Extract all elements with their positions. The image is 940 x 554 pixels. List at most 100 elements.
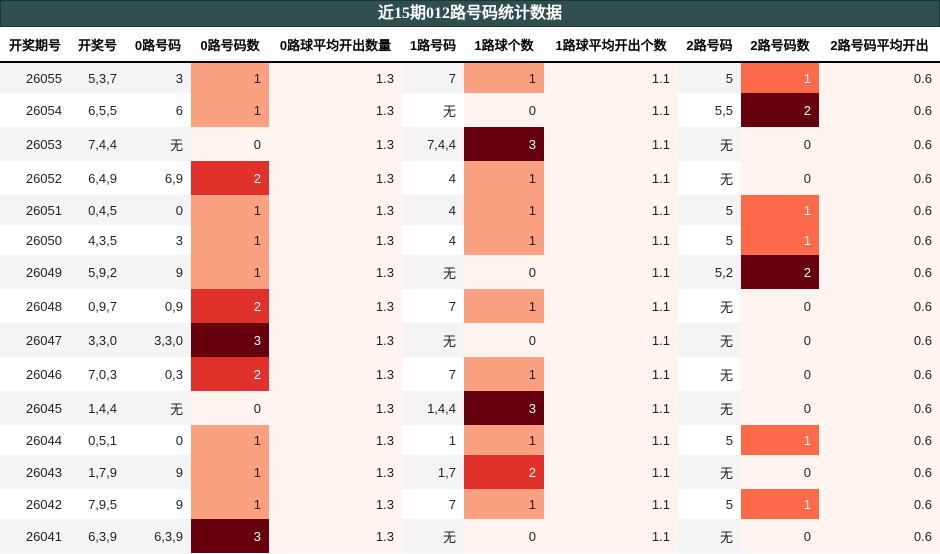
cell-r1-count: 0 bbox=[464, 255, 544, 289]
table-row: 26045 1,4,4 无 0 1.3 1,4,4 3 1.1 无 0 0.6 bbox=[0, 391, 940, 425]
cell-r0-count: 1 bbox=[191, 255, 269, 289]
cell-r1-count: 1 bbox=[464, 225, 544, 255]
cell-r1-avg: 1.1 bbox=[544, 161, 678, 195]
cell-r0-count: 1 bbox=[191, 62, 269, 93]
col-header-r2[interactable]: 2路号码 bbox=[678, 27, 741, 63]
cell-r0-count: 3 bbox=[191, 519, 269, 553]
col-header-r2-count[interactable]: 2路号码数 bbox=[741, 27, 819, 63]
cell-issue: 26045 bbox=[0, 391, 70, 425]
cell-r2-avg: 0.6 bbox=[819, 93, 940, 127]
cell-number: 6,5,5 bbox=[70, 93, 125, 127]
cell-r0-avg: 1.3 bbox=[269, 93, 402, 127]
cell-r1: 4 bbox=[402, 195, 464, 225]
cell-number: 1,4,4 bbox=[70, 391, 125, 425]
cell-r1-avg: 1.1 bbox=[544, 425, 678, 455]
cell-r1: 无 bbox=[402, 323, 464, 357]
cell-r1: 7,4,4 bbox=[402, 127, 464, 161]
col-header-issue[interactable]: 开奖期号 bbox=[0, 27, 70, 63]
cell-r1: 无 bbox=[402, 255, 464, 289]
cell-r1: 4 bbox=[402, 225, 464, 255]
cell-r2: 5,2 bbox=[678, 255, 741, 289]
table-row: 26041 6,3,9 6,3,9 3 1.3 无 0 1.1 无 0 0.6 bbox=[0, 519, 940, 553]
cell-r1-count: 1 bbox=[464, 489, 544, 519]
table-row: 26047 3,3,0 3,3,0 3 1.3 无 0 1.1 无 0 0.6 bbox=[0, 323, 940, 357]
cell-r2: 5 bbox=[678, 62, 741, 93]
cell-r1-avg: 1.1 bbox=[544, 195, 678, 225]
header-row: 开奖期号 开奖号 0路号码 0路号码数 0路球平均开出数量 1路号码 1路球个数… bbox=[0, 27, 940, 63]
cell-r2-count: 0 bbox=[741, 357, 819, 391]
col-header-r0-count[interactable]: 0路号码数 bbox=[191, 27, 269, 63]
cell-r2: 无 bbox=[678, 323, 741, 357]
cell-r2: 5 bbox=[678, 425, 741, 455]
cell-issue: 26048 bbox=[0, 289, 70, 323]
cell-r1: 1 bbox=[402, 425, 464, 455]
cell-r2-count: 0 bbox=[741, 519, 819, 553]
col-header-r0-avg[interactable]: 0路球平均开出数量 bbox=[269, 27, 402, 63]
cell-r2-avg: 0.6 bbox=[819, 62, 940, 93]
cell-r2-avg: 0.6 bbox=[819, 455, 940, 489]
cell-r1: 7 bbox=[402, 289, 464, 323]
cell-issue: 26053 bbox=[0, 127, 70, 161]
cell-r0-avg: 1.3 bbox=[269, 161, 402, 195]
cell-r1-avg: 1.1 bbox=[544, 357, 678, 391]
cell-number: 7,0,3 bbox=[70, 357, 125, 391]
cell-r1-avg: 1.1 bbox=[544, 62, 678, 93]
cell-r0-avg: 1.3 bbox=[269, 127, 402, 161]
cell-r0-count: 2 bbox=[191, 289, 269, 323]
cell-r0: 9 bbox=[125, 455, 191, 489]
cell-number: 4,3,5 bbox=[70, 225, 125, 255]
cell-r0: 9 bbox=[125, 489, 191, 519]
cell-number: 6,4,9 bbox=[70, 161, 125, 195]
cell-r0: 0 bbox=[125, 425, 191, 455]
col-header-r0[interactable]: 0路号码 bbox=[125, 27, 191, 63]
cell-number: 0,5,1 bbox=[70, 425, 125, 455]
col-header-r1-count[interactable]: 1路球个数 bbox=[464, 27, 544, 63]
cell-r0-count: 2 bbox=[191, 161, 269, 195]
cell-r1-avg: 1.1 bbox=[544, 93, 678, 127]
cell-r0-avg: 1.3 bbox=[269, 323, 402, 357]
cell-r2: 5,5 bbox=[678, 93, 741, 127]
cell-r0: 无 bbox=[125, 391, 191, 425]
cell-issue: 26055 bbox=[0, 62, 70, 93]
cell-r0: 0 bbox=[125, 195, 191, 225]
cell-r2-count: 0 bbox=[741, 289, 819, 323]
cell-r1-avg: 1.1 bbox=[544, 489, 678, 519]
cell-r1-count: 1 bbox=[464, 195, 544, 225]
cell-r1: 无 bbox=[402, 519, 464, 553]
col-header-number[interactable]: 开奖号 bbox=[70, 27, 125, 63]
cell-r2-count: 1 bbox=[741, 62, 819, 93]
cell-r1-count: 1 bbox=[464, 357, 544, 391]
cell-r0-avg: 1.3 bbox=[269, 357, 402, 391]
cell-r1-count: 0 bbox=[464, 93, 544, 127]
cell-r0: 无 bbox=[125, 127, 191, 161]
cell-number: 3,3,0 bbox=[70, 323, 125, 357]
cell-r0-avg: 1.3 bbox=[269, 62, 402, 93]
cell-r2: 无 bbox=[678, 519, 741, 553]
table-row: 26052 6,4,9 6,9 2 1.3 4 1 1.1 无 0 0.6 bbox=[0, 161, 940, 195]
cell-r1-avg: 1.1 bbox=[544, 323, 678, 357]
cell-r1-count: 1 bbox=[464, 425, 544, 455]
table-row: 26046 7,0,3 0,3 2 1.3 7 1 1.1 无 0 0.6 bbox=[0, 357, 940, 391]
cell-r2-count: 1 bbox=[741, 195, 819, 225]
col-header-r1-avg[interactable]: 1路球平均开出个数 bbox=[544, 27, 678, 63]
cell-r0-avg: 1.3 bbox=[269, 255, 402, 289]
cell-r2: 无 bbox=[678, 455, 741, 489]
cell-r0-count: 3 bbox=[191, 323, 269, 357]
table-row: 26048 0,9,7 0,9 2 1.3 7 1 1.1 无 0 0.6 bbox=[0, 289, 940, 323]
table-row: 26051 0,4,5 0 1 1.3 4 1 1.1 5 1 0.6 bbox=[0, 195, 940, 225]
cell-r1-avg: 1.1 bbox=[544, 289, 678, 323]
cell-r0-avg: 1.3 bbox=[269, 289, 402, 323]
col-header-r2-avg[interactable]: 2路号码平均开出 bbox=[819, 27, 940, 63]
cell-r0-avg: 1.3 bbox=[269, 195, 402, 225]
cell-number: 5,9,2 bbox=[70, 255, 125, 289]
cell-r2-avg: 0.6 bbox=[819, 255, 940, 289]
cell-issue: 26043 bbox=[0, 455, 70, 489]
table-row: 26044 0,5,1 0 1 1.3 1 1 1.1 5 1 0.6 bbox=[0, 425, 940, 455]
col-header-r1[interactable]: 1路号码 bbox=[402, 27, 464, 63]
cell-r2: 无 bbox=[678, 161, 741, 195]
cell-r1: 7 bbox=[402, 62, 464, 93]
cell-r0-avg: 1.3 bbox=[269, 489, 402, 519]
cell-r1-count: 0 bbox=[464, 323, 544, 357]
cell-r1: 1,7 bbox=[402, 455, 464, 489]
cell-r2: 无 bbox=[678, 391, 741, 425]
